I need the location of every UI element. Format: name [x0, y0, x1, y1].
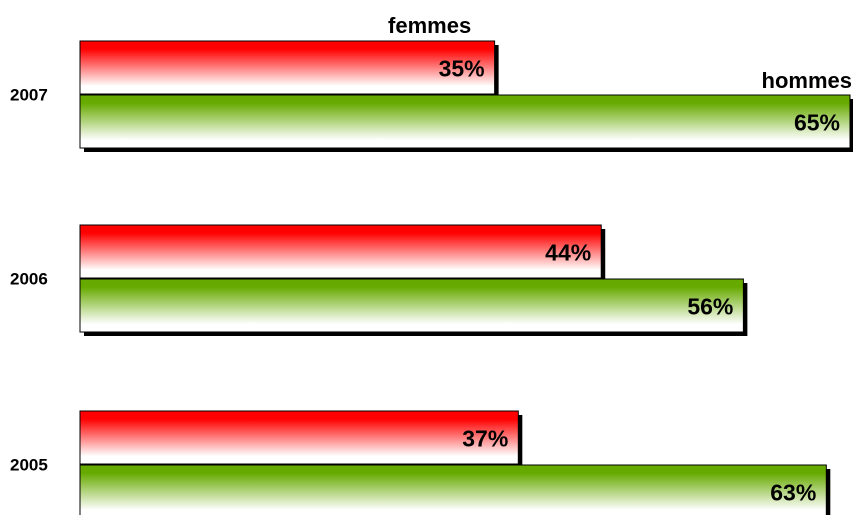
bar — [79, 40, 496, 95]
bar — [79, 410, 519, 465]
bar — [79, 464, 827, 515]
value-label: 65% — [794, 110, 840, 136]
series-label: hommes — [762, 68, 852, 93]
bar — [79, 224, 602, 279]
category-label: 2005 — [10, 455, 48, 474]
series-label: femmes — [388, 13, 471, 38]
category-label: 2006 — [10, 269, 48, 288]
bar — [79, 278, 744, 333]
category-label: 2007 — [10, 85, 48, 104]
value-label: 44% — [545, 240, 591, 266]
value-label: 35% — [439, 56, 485, 82]
bar — [79, 94, 851, 149]
value-label: 56% — [687, 294, 733, 320]
value-label: 63% — [770, 480, 816, 506]
value-label: 37% — [462, 426, 508, 452]
